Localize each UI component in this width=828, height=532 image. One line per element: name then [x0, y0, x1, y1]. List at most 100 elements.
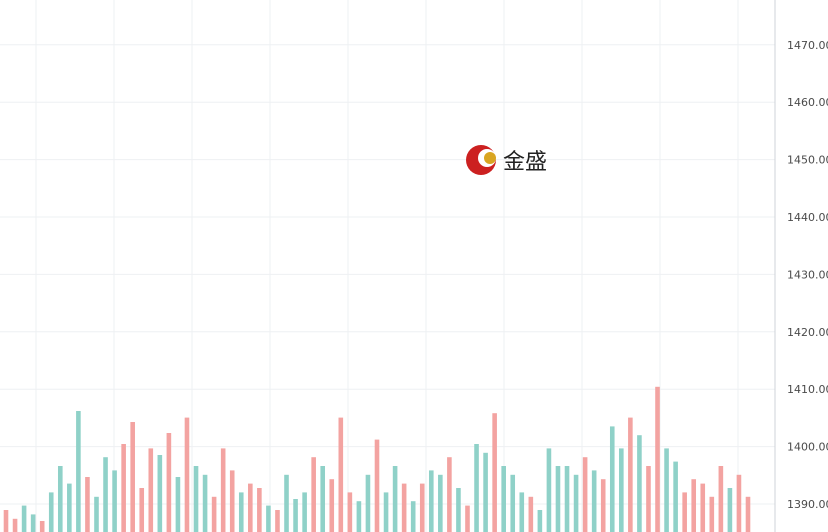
volume-bar	[85, 477, 90, 532]
grid-layer	[0, 0, 775, 532]
volume-bar	[365, 474, 371, 532]
volume-bar	[664, 448, 669, 532]
volume-bar	[57, 466, 63, 532]
volume-bar	[474, 444, 479, 532]
volume-bar	[718, 466, 724, 532]
volume-bar	[483, 452, 488, 532]
y-tick-label: 1410.00	[787, 383, 828, 396]
volume-bar	[121, 444, 126, 532]
volume-bar	[447, 457, 452, 532]
volume-bar	[383, 492, 389, 532]
volume-bar	[528, 496, 534, 532]
volume-bar	[691, 479, 697, 532]
volume-bar	[591, 470, 597, 532]
volume-bar	[12, 518, 18, 532]
volume-bar	[202, 474, 208, 532]
volume-bar	[293, 499, 298, 532]
volume-bar	[94, 496, 99, 532]
volume-bar	[347, 492, 353, 532]
volume-bar	[21, 505, 27, 532]
volume-bar	[609, 426, 615, 532]
volume-bar	[67, 483, 72, 532]
volume-bar	[410, 501, 416, 532]
y-tick-label: 1470.00	[787, 39, 828, 52]
volume-bar	[284, 474, 289, 532]
watermark-logo-coin	[484, 152, 496, 164]
volume-bar	[646, 466, 651, 532]
volume-bar	[211, 496, 217, 532]
volume-bar	[555, 466, 561, 532]
volume-bar	[30, 514, 36, 532]
volume-bar	[148, 448, 154, 532]
volume-bar	[546, 448, 552, 532]
volume-bar	[465, 505, 470, 532]
volume-bar	[302, 492, 307, 532]
volume-bar	[220, 448, 226, 532]
volume-bar	[130, 422, 135, 532]
volume-bar	[573, 474, 579, 532]
volume-bar	[600, 479, 606, 532]
volume-bar	[392, 466, 398, 532]
volume-bar	[537, 510, 543, 532]
volume-bar	[229, 470, 235, 532]
y-tick-label: 1440.00	[787, 211, 828, 224]
volume-bar	[419, 483, 425, 532]
volume-bar	[438, 474, 443, 532]
volume-bar	[311, 457, 316, 532]
volume-bar	[184, 417, 190, 532]
volume-bar	[637, 435, 642, 532]
y-tick-label: 1460.00	[787, 96, 828, 109]
volume-bar	[103, 457, 108, 532]
volume-bar	[401, 483, 407, 532]
volume-bar	[266, 505, 271, 532]
volume-bar	[112, 470, 117, 532]
volume-bar	[428, 470, 434, 532]
volume-bar	[248, 483, 253, 532]
y-tick-label: 1450.00	[787, 154, 828, 167]
volume-bar	[139, 488, 145, 532]
volume-bar	[175, 477, 181, 532]
volume-layer	[3, 386, 751, 532]
y-tick-label: 1420.00	[787, 326, 828, 339]
price-axis[interactable]: 1390.00 1400.00 1410.00 1420.00 1430.00 1440.…	[774, 0, 828, 532]
watermark-layer: 金盛	[466, 145, 547, 175]
volume-bar	[374, 439, 380, 532]
volume-bar	[727, 488, 733, 532]
volume-bar	[48, 492, 54, 532]
volume-bar	[501, 466, 506, 532]
volume-bar	[736, 474, 742, 532]
volume-bar	[166, 433, 172, 532]
volume-bar	[682, 492, 687, 532]
volume-bar	[39, 521, 45, 532]
volume-bar	[356, 501, 362, 532]
y-tick-label: 1400.00	[787, 441, 828, 454]
watermark-text: 金盛	[503, 150, 547, 175]
volume-bar	[3, 510, 9, 532]
volume-bar	[338, 417, 344, 532]
volume-bar	[510, 474, 516, 532]
volume-bar	[655, 386, 660, 532]
volume-bar	[238, 492, 244, 532]
volume-bar	[745, 496, 751, 532]
volume-bar	[700, 483, 706, 532]
volume-bar	[193, 466, 199, 532]
volume-bar	[329, 479, 335, 532]
volume-bar	[519, 492, 525, 532]
volume-bar	[76, 411, 81, 532]
volume-bar	[564, 466, 570, 532]
volume-bar	[673, 461, 678, 532]
volume-bar	[257, 488, 262, 532]
volume-bar	[456, 488, 461, 532]
volume-bar	[628, 417, 633, 532]
volume-bar	[320, 466, 326, 532]
volume-bar	[619, 448, 624, 532]
volume-bar	[492, 413, 497, 532]
volume-bar	[709, 496, 715, 532]
y-tick-label: 1390.00	[787, 498, 828, 511]
volume-bar	[157, 455, 163, 532]
volume-bar	[275, 510, 280, 532]
volume-bar	[582, 457, 588, 532]
y-tick-label: 1430.00	[787, 268, 828, 281]
